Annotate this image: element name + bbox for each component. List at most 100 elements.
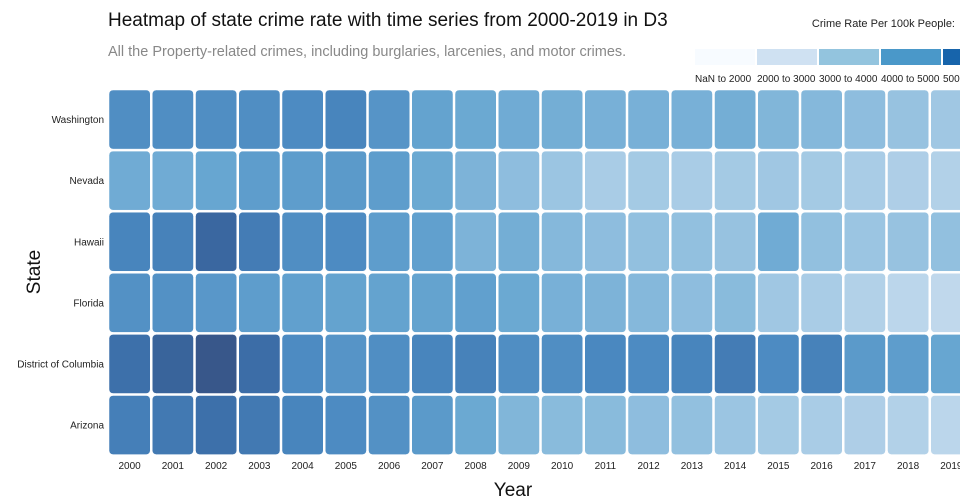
heatmap-cell[interactable]: [541, 211, 583, 272]
heatmap-cell[interactable]: [844, 89, 886, 150]
heatmap-cell[interactable]: [281, 150, 324, 211]
heatmap-cell[interactable]: [152, 89, 194, 150]
heatmap-cell[interactable]: [281, 211, 324, 272]
heatmap-cell[interactable]: [541, 395, 583, 455]
heatmap-cell[interactable]: [584, 334, 627, 394]
heatmap-cell[interactable]: [454, 334, 497, 394]
heatmap-cell[interactable]: [714, 334, 756, 394]
heatmap-cell[interactable]: [454, 211, 497, 272]
heatmap-cell[interactable]: [800, 334, 843, 394]
heatmap-cell[interactable]: [887, 395, 929, 455]
heatmap-cell[interactable]: [411, 395, 454, 455]
heatmap-cell[interactable]: [152, 211, 194, 272]
heatmap-cell[interactable]: [584, 150, 627, 211]
heatmap-cell[interactable]: [671, 334, 713, 394]
heatmap-cell[interactable]: [930, 89, 960, 150]
heatmap-cell[interactable]: [411, 211, 454, 272]
heatmap-cell[interactable]: [627, 273, 670, 333]
heatmap-cell[interactable]: [757, 211, 800, 272]
heatmap-cell[interactable]: [238, 211, 281, 272]
heatmap-cell[interactable]: [844, 211, 886, 272]
heatmap-cell[interactable]: [930, 211, 960, 272]
heatmap-cell[interactable]: [454, 395, 497, 455]
heatmap-cell[interactable]: [238, 273, 281, 333]
heatmap-cell[interactable]: [238, 89, 281, 150]
heatmap-cell[interactable]: [152, 273, 194, 333]
heatmap-cell[interactable]: [541, 273, 583, 333]
heatmap-cell[interactable]: [627, 150, 670, 211]
heatmap-cell[interactable]: [844, 273, 886, 333]
heatmap-cell[interactable]: [108, 150, 151, 211]
heatmap-cell[interactable]: [714, 150, 756, 211]
heatmap-cell[interactable]: [541, 150, 583, 211]
heatmap-cell[interactable]: [108, 334, 151, 394]
heatmap-cell[interactable]: [195, 334, 237, 394]
heatmap-cell[interactable]: [368, 211, 410, 272]
heatmap-cell[interactable]: [714, 89, 756, 150]
heatmap-cell[interactable]: [887, 211, 929, 272]
heatmap-cell[interactable]: [411, 150, 454, 211]
heatmap-cell[interactable]: [498, 334, 540, 394]
heatmap-cell[interactable]: [714, 211, 756, 272]
heatmap-cell[interactable]: [714, 395, 756, 455]
heatmap-cell[interactable]: [757, 150, 800, 211]
heatmap-cell[interactable]: [671, 89, 713, 150]
heatmap-cell[interactable]: [800, 395, 843, 455]
heatmap-cell[interactable]: [800, 211, 843, 272]
heatmap-cell[interactable]: [498, 150, 540, 211]
heatmap-cell[interactable]: [281, 89, 324, 150]
heatmap-cell[interactable]: [411, 89, 454, 150]
heatmap-cell[interactable]: [454, 273, 497, 333]
heatmap-cell[interactable]: [627, 395, 670, 455]
heatmap-cell[interactable]: [195, 150, 237, 211]
heatmap-cell[interactable]: [325, 334, 367, 394]
heatmap-cell[interactable]: [152, 334, 194, 394]
heatmap-cell[interactable]: [368, 395, 410, 455]
heatmap-cell[interactable]: [584, 89, 627, 150]
heatmap-cell[interactable]: [844, 150, 886, 211]
heatmap-cell[interactable]: [757, 89, 800, 150]
heatmap-cell[interactable]: [238, 334, 281, 394]
heatmap-cell[interactable]: [800, 89, 843, 150]
heatmap-cell[interactable]: [195, 395, 237, 455]
heatmap-cell[interactable]: [454, 150, 497, 211]
heatmap-cell[interactable]: [541, 89, 583, 150]
heatmap-cell[interactable]: [757, 273, 800, 333]
heatmap-cell[interactable]: [498, 395, 540, 455]
heatmap-cell[interactable]: [584, 273, 627, 333]
heatmap-cell[interactable]: [325, 150, 367, 211]
heatmap-cell[interactable]: [195, 273, 237, 333]
heatmap-cell[interactable]: [454, 89, 497, 150]
heatmap-cell[interactable]: [498, 211, 540, 272]
heatmap-cell[interactable]: [281, 395, 324, 455]
heatmap-cell[interactable]: [887, 273, 929, 333]
heatmap-cell[interactable]: [584, 211, 627, 272]
heatmap-cell[interactable]: [368, 273, 410, 333]
heatmap-cell[interactable]: [281, 273, 324, 333]
heatmap-cell[interactable]: [757, 334, 800, 394]
heatmap-cell[interactable]: [800, 273, 843, 333]
heatmap-cell[interactable]: [541, 334, 583, 394]
heatmap-cell[interactable]: [108, 211, 151, 272]
heatmap-cell[interactable]: [627, 89, 670, 150]
heatmap-cell[interactable]: [800, 150, 843, 211]
heatmap-cell[interactable]: [108, 395, 151, 455]
heatmap-cell[interactable]: [368, 150, 410, 211]
heatmap-cell[interactable]: [671, 211, 713, 272]
heatmap-cell[interactable]: [411, 334, 454, 394]
heatmap-cell[interactable]: [152, 395, 194, 455]
heatmap-cell[interactable]: [238, 395, 281, 455]
heatmap-cell[interactable]: [887, 334, 929, 394]
heatmap-cell[interactable]: [108, 273, 151, 333]
heatmap-cell[interactable]: [195, 89, 237, 150]
heatmap-cell[interactable]: [325, 211, 367, 272]
heatmap-cell[interactable]: [195, 211, 237, 272]
heatmap-cell[interactable]: [930, 150, 960, 211]
heatmap-cell[interactable]: [844, 395, 886, 455]
heatmap-cell[interactable]: [368, 334, 410, 394]
heatmap-cell[interactable]: [498, 89, 540, 150]
heatmap-cell[interactable]: [584, 395, 627, 455]
heatmap-cell[interactable]: [671, 273, 713, 333]
heatmap-cell[interactable]: [757, 395, 800, 455]
heatmap-cell[interactable]: [930, 273, 960, 333]
